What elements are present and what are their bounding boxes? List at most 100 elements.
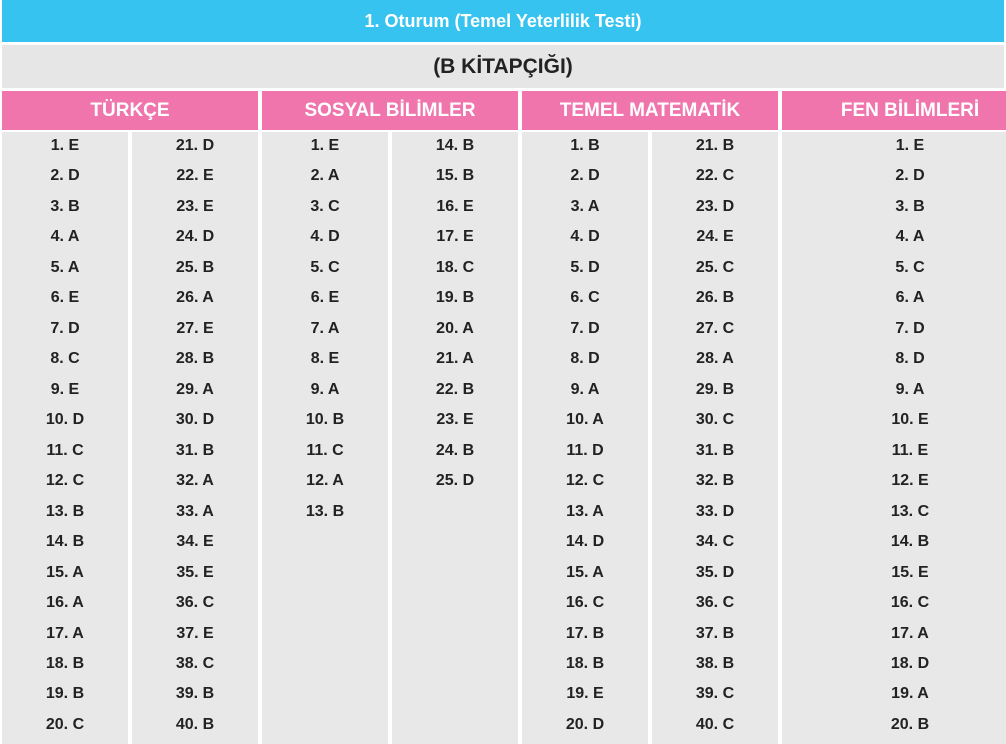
answer: 8. D — [570, 350, 600, 368]
answer: 11. C — [306, 441, 344, 459]
answer: 28. B — [175, 350, 215, 368]
answer: 2. D — [895, 167, 925, 185]
answer: 11. E — [891, 441, 929, 459]
answer: 23. D — [695, 197, 735, 215]
answer: 13. B — [305, 502, 345, 520]
answer: 20. C — [45, 715, 85, 733]
answer-column: 21. D 22. E 23. E 24. D 25. B 26. A 27. E 28. B… — [132, 132, 258, 744]
answer: 4. A — [50, 228, 80, 246]
answer: 6. A — [895, 289, 925, 307]
answer: 19. E — [566, 685, 604, 703]
answer: 15. A — [566, 563, 604, 581]
answer: 14. D — [565, 533, 605, 551]
answer: 11. D — [566, 441, 604, 459]
answer: 4. D — [570, 228, 600, 246]
answer: 21. A — [436, 350, 474, 368]
answer: 24. E — [696, 228, 734, 246]
answer: 5. C — [895, 258, 925, 276]
answer: 20. B — [890, 715, 930, 733]
answer: 17. B — [565, 624, 605, 642]
answer: 29. B — [695, 380, 735, 398]
answer: 6. E — [50, 289, 80, 307]
answer: 24. B — [435, 441, 475, 459]
answer: 36. C — [695, 594, 735, 612]
answer: 9. A — [310, 380, 340, 398]
answer: 3. C — [310, 197, 340, 215]
answer: 25. C — [695, 258, 735, 276]
answer: 24. D — [175, 228, 215, 246]
answer: 4. A — [895, 228, 925, 246]
answer: 39. B — [175, 685, 215, 703]
answer: 15. B — [435, 167, 475, 185]
answer: 1. E — [895, 137, 925, 154]
answer: 13. C — [890, 502, 930, 520]
answer: 38. B — [695, 654, 735, 672]
answer: 32. A — [176, 472, 214, 490]
answer: 32. B — [695, 472, 735, 490]
answer: 19. B — [45, 685, 85, 703]
answer: 3. B — [895, 197, 925, 215]
section-header: SOSYAL BİLİMLER — [262, 91, 518, 130]
answer: 20. A — [436, 319, 474, 337]
answer: 17. E — [436, 228, 474, 246]
answer: 5. C — [310, 258, 340, 276]
answer: 40. B — [175, 715, 215, 733]
answer: 28. A — [696, 350, 734, 368]
answer: 33. A — [176, 502, 214, 520]
answer: 36. C — [175, 594, 215, 612]
answer: 5. D — [570, 258, 600, 276]
answer: 29. A — [176, 380, 214, 398]
answer: 7. D — [895, 319, 925, 337]
answer: 18. C — [435, 258, 475, 276]
answer: 10. D — [45, 411, 85, 429]
answer: 7. D — [50, 319, 80, 337]
answer-column: 1. E 2. D 3. B 4. A 5. A 6. E 7. D 8. C 9. E 10. … — [2, 132, 128, 744]
answer: 3. A — [570, 197, 600, 215]
answer: 12. A — [306, 472, 344, 490]
answer: 1. E — [310, 137, 340, 154]
booklet-label: (B KİTAPÇIĞI) — [2, 45, 1004, 88]
answer: 12. C — [565, 472, 605, 490]
answer: 8. D — [895, 350, 925, 368]
answer: 1. E — [50, 137, 80, 154]
answer: 16. C — [890, 594, 930, 612]
answer: 18. B — [565, 654, 605, 672]
answer: 20. D — [565, 715, 605, 733]
answer: 10. A — [566, 411, 604, 429]
answer: 31. B — [175, 441, 215, 459]
answer: 6. C — [570, 289, 600, 307]
answer: 14. B — [435, 137, 475, 154]
answer: 21. D — [175, 137, 215, 154]
answer: 18. D — [890, 654, 930, 672]
answer: 30. C — [695, 411, 735, 429]
answer: 23. E — [436, 411, 474, 429]
answer: 40. C — [695, 715, 735, 733]
answer: 25. B — [175, 258, 215, 276]
answer: 23. E — [176, 197, 214, 215]
answer: 7. A — [310, 319, 340, 337]
answer: 7. D — [570, 319, 600, 337]
answer: 2. D — [50, 167, 80, 185]
answer-column: 1. E 2. D 3. B 4. A 5. C 6. A 7. D 8. D 9. A 10. … — [782, 132, 1006, 744]
answer: 37. B — [695, 624, 735, 642]
answer: 9. A — [895, 380, 925, 398]
answer: 30. D — [175, 411, 215, 429]
answer: 2. A — [310, 167, 340, 185]
answer: 37. E — [176, 624, 214, 642]
answer: 18. B — [45, 654, 85, 672]
answer: 10. E — [891, 411, 929, 429]
answer: 33. D — [695, 502, 735, 520]
answer: 12. C — [45, 472, 85, 490]
answer: 31. B — [695, 441, 735, 459]
answer: 19. A — [891, 685, 929, 703]
answer: 12. E — [891, 472, 929, 490]
answer: 8. C — [50, 350, 80, 368]
section-header: TÜRKÇE — [2, 91, 258, 130]
answer: 27. C — [695, 319, 735, 337]
answer: 15. E — [891, 563, 929, 581]
answer: 8. E — [310, 350, 340, 368]
answer: 1. B — [570, 137, 600, 154]
answer: 4. D — [310, 228, 340, 246]
answer: 16. E — [436, 197, 474, 215]
